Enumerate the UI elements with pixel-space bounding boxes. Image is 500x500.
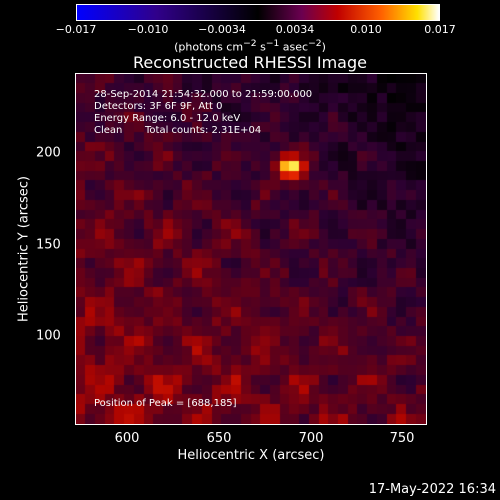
y-axis-label: Heliocentric Y (arcsec) [16,176,32,322]
colorbar-tick: 0.010 [350,23,382,36]
colorbar-tick: −0.010 [127,23,169,36]
plot-area [75,73,427,425]
colorbar-label: (photons cm−2 s−1 asec−2) [174,38,326,54]
x-tick-label: 700 [298,431,324,446]
x-tick-label: 750 [389,431,415,446]
info-algorithm: Clean [94,125,123,136]
colorbar-tick: 0.017 [424,23,456,36]
colorbar-tick: 0.0034 [275,23,315,36]
x-axis-label: Heliocentric X (arcsec) [177,448,325,463]
chart-title: Reconstructed RHESSI Image [133,53,367,72]
x-tick-label: 600 [114,431,140,446]
colorbar [76,4,440,21]
y-tick-label: 200 [36,145,61,161]
footer-timestamp: 17-May-2022 16:34 [368,482,496,497]
info-time-range: 28-Sep-2014 21:54:32.000 to 21:59:00.000 [94,89,313,100]
x-tick-label: 650 [206,431,232,446]
colorbar-tick: −0.0034 [198,23,246,36]
info-detectors: Detectors: 3F 6F 9F, Att 0 [94,101,223,112]
heatmap-image [76,74,426,424]
y-tick-label: 100 [36,328,61,344]
info-energy: Energy Range: 6.0 - 12.0 keV [94,113,241,124]
y-tick-label: 150 [36,237,61,253]
info-counts: Total counts: 2.31E+04 [145,125,262,136]
info-peak: Position of Peak = [688,185] [94,398,237,409]
colorbar-tick: −0.017 [55,23,97,36]
